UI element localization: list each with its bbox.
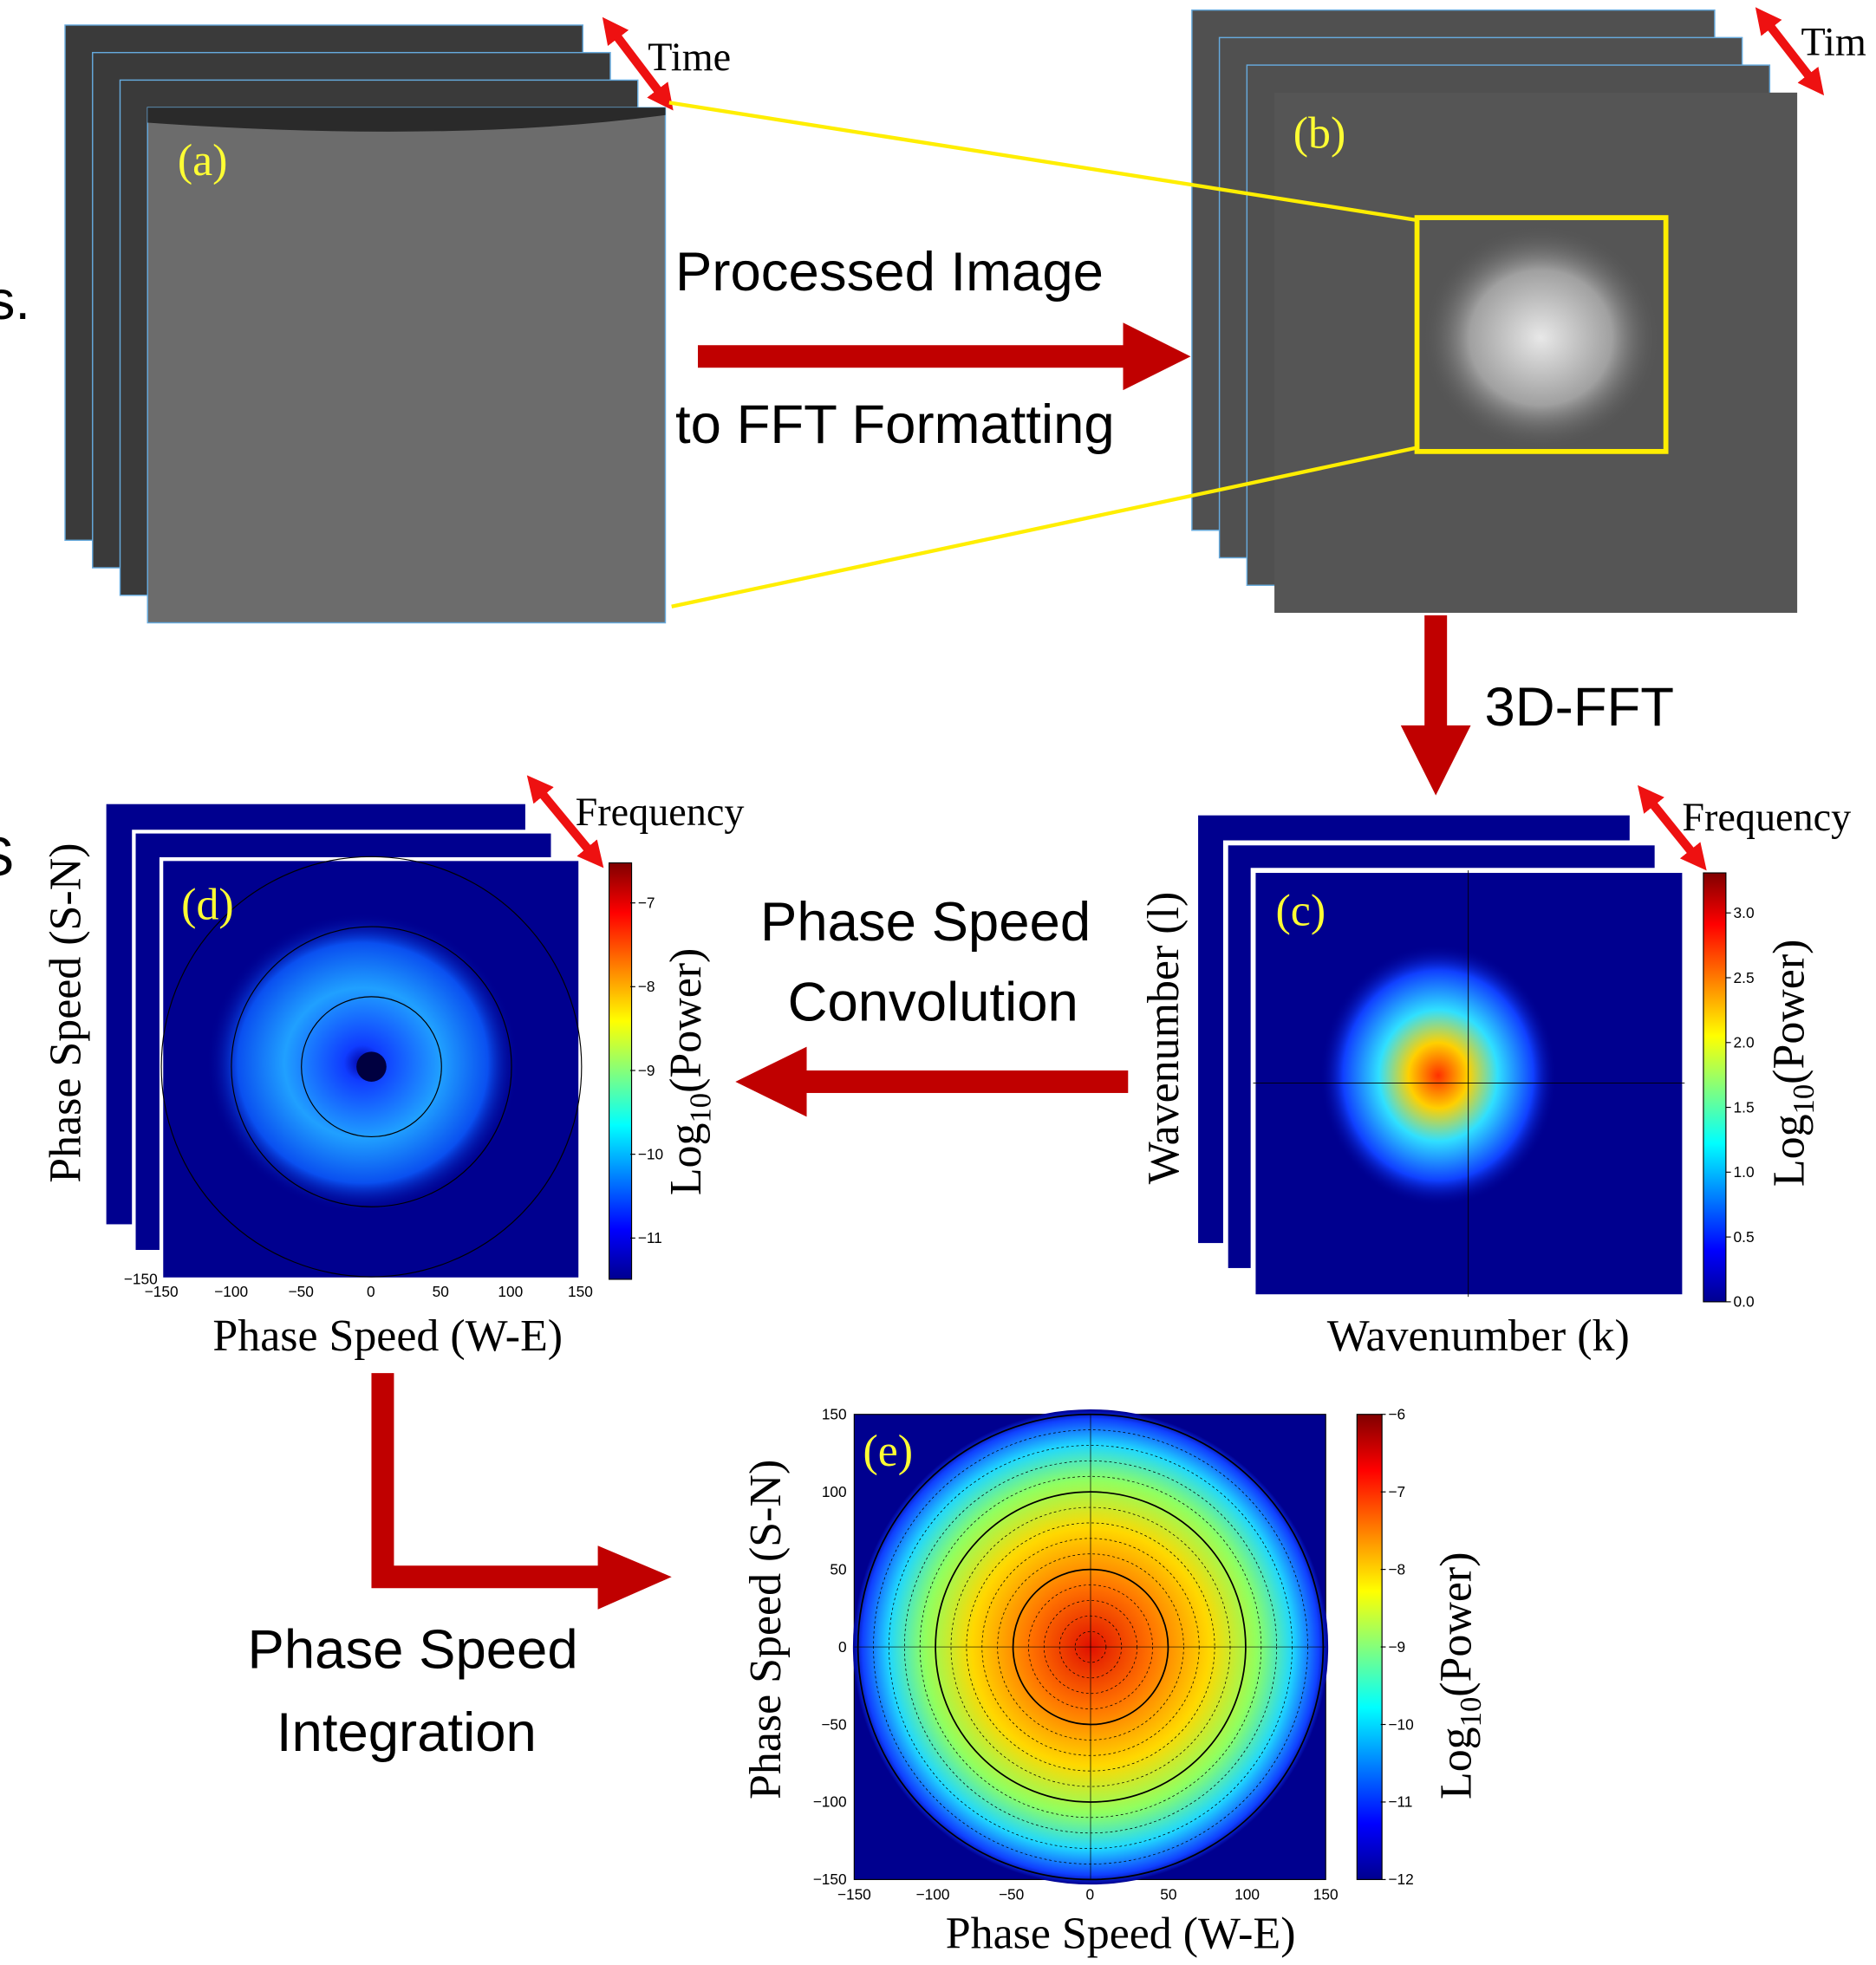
- colorbar-tick-label: −10: [1388, 1715, 1413, 1733]
- x-tick-label: 100: [1234, 1885, 1260, 1903]
- colorbar-tick-label: −9: [1388, 1638, 1405, 1656]
- colorbar-tick-label: −8: [638, 978, 655, 995]
- step-caption: Convolution: [788, 972, 1078, 1032]
- colorbar-label: Log10(Power): [1764, 940, 1821, 1187]
- step-caption: Processed Image: [675, 242, 1104, 303]
- step-caption: to FFT Formatting: [675, 394, 1115, 455]
- y-tick-label: 150: [822, 1405, 847, 1422]
- x-tick-label: 50: [1160, 1885, 1176, 1903]
- colorbar-tick-label: 0.5: [1734, 1228, 1755, 1246]
- step-caption: Integration: [277, 1702, 537, 1763]
- panel-label: (e): [863, 1427, 913, 1476]
- panel-b: (b) Tim: [1192, 10, 1866, 613]
- colorbar-tick-label: 3.0: [1734, 904, 1755, 921]
- x-tick-label: 100: [498, 1283, 523, 1300]
- colorbar-tick-label: −6: [1388, 1405, 1405, 1422]
- x-tick-label: 0: [367, 1283, 375, 1300]
- axis-label: Phase Speed (S-N): [41, 843, 90, 1183]
- x-tick-label: −150: [145, 1283, 179, 1300]
- panel-label: (b): [1293, 108, 1346, 158]
- axis-note: Tim: [1801, 20, 1866, 64]
- colorbar-tick-label: 2.5: [1734, 969, 1755, 986]
- axis-label: Wavenumber (k): [1327, 1311, 1630, 1361]
- colorbar-tick-label: −10: [638, 1145, 663, 1162]
- y-tick-label: −50: [821, 1715, 846, 1733]
- colorbar-tick-label: −7: [1388, 1483, 1405, 1500]
- x-tick-label: −50: [999, 1885, 1024, 1903]
- panel-c: (c) Frequency Wavenumber (k) Wavenumber …: [1139, 795, 1851, 1361]
- y-tick-label: −100: [813, 1793, 847, 1811]
- panel-label: (c): [1276, 887, 1326, 936]
- step-caption: 3D-FFT: [1484, 677, 1674, 738]
- axis-label: Phase Speed (S-N): [741, 1460, 791, 1799]
- x-tick-label: −50: [289, 1283, 314, 1300]
- x-tick-label: 0: [1085, 1885, 1094, 1903]
- colorbar-tick-label: −11: [1388, 1793, 1412, 1811]
- axis-label: Wavenumber (l): [1139, 892, 1189, 1185]
- x-tick-label: −150: [837, 1885, 871, 1903]
- y-tick-label: 50: [830, 1560, 846, 1578]
- colorbar-label: Log10(Power): [1432, 1552, 1488, 1799]
- colorbar-label: Log10(Power): [661, 948, 718, 1196]
- x-tick-label: 50: [433, 1283, 449, 1300]
- panel-e: (e) Phase Speed (W-E) Phase Speed (S-N) …: [741, 1409, 1488, 1959]
- colorbar-tick-label: −8: [1388, 1560, 1405, 1578]
- axis-note: Frequency: [1682, 795, 1851, 839]
- panel-label: (d): [181, 880, 234, 929]
- step-caption: Phase Speed: [248, 1620, 578, 1681]
- colorbar-tick-label: −9: [638, 1062, 655, 1079]
- x-tick-label: 150: [568, 1283, 593, 1300]
- y-tick-label: −150: [813, 1871, 847, 1888]
- colorbar-tick-label: −12: [1388, 1871, 1413, 1888]
- axis-label: Phase Speed (W-E): [946, 1910, 1296, 1959]
- x-tick-label: −100: [916, 1885, 950, 1903]
- y-tick-label: 100: [822, 1483, 847, 1500]
- colorbar-tick-label: 1.0: [1734, 1163, 1755, 1181]
- step-caption: Phase Speed: [760, 892, 1091, 953]
- colorbar-tick-label: 0.0: [1734, 1293, 1755, 1311]
- x-tick-label: 150: [1313, 1885, 1339, 1903]
- axis-note: Time: [648, 35, 731, 79]
- fragment: S: [0, 827, 14, 888]
- panel-label: (a): [178, 136, 228, 185]
- colorbar-tick-label: 2.0: [1734, 1034, 1755, 1051]
- x-tick-label: −100: [214, 1283, 248, 1300]
- colorbar-tick-label: −7: [638, 894, 655, 911]
- fragment: s.: [0, 270, 30, 331]
- y-tick-label: 0: [838, 1638, 847, 1656]
- axis-note: Frequency: [576, 790, 745, 834]
- colorbar-tick-label: 1.5: [1734, 1098, 1755, 1116]
- colorbar-tick-label: −11: [638, 1229, 662, 1246]
- axis-label: Phase Speed (W-E): [212, 1311, 563, 1361]
- panel-a: (a) Time: [65, 25, 731, 623]
- figure: s. S (a) Time (b) Tim Processed Image to…: [0, 0, 1876, 1965]
